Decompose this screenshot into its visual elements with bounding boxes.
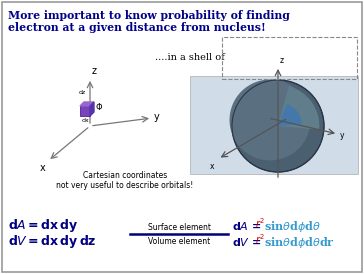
Text: $r^2$: $r^2$ <box>255 232 265 246</box>
Bar <box>80 106 90 116</box>
Text: dz: dz <box>78 90 86 95</box>
Text: More important to know probability of finding: More important to know probability of fi… <box>8 10 290 21</box>
Text: $\mathbf{d}$$\mathit{V}$$\mathbf{=dx\,dy\,dz}$: $\mathbf{d}$$\mathit{V}$$\mathbf{=dx\,dy… <box>8 233 96 250</box>
Wedge shape <box>278 104 302 126</box>
Text: Volume element: Volume element <box>148 238 210 247</box>
Circle shape <box>230 79 310 161</box>
Text: $\mathbf{d}\mathit{V}$ =: $\mathbf{d}\mathit{V}$ = <box>232 236 263 248</box>
Text: not very useful to describe orbitals!: not very useful to describe orbitals! <box>56 181 194 190</box>
Text: $r^2$: $r^2$ <box>255 216 265 230</box>
Polygon shape <box>80 102 94 106</box>
Text: electron at a given distance from nucleus!: electron at a given distance from nucleu… <box>8 22 266 33</box>
Bar <box>222 37 357 79</box>
Text: Surface element: Surface element <box>147 224 210 233</box>
Text: x: x <box>210 162 214 171</box>
Text: dx: dx <box>81 118 89 123</box>
Text: y: y <box>154 112 160 122</box>
Text: sin$\theta$d$\phi$d$\theta$: sin$\theta$d$\phi$d$\theta$ <box>264 218 321 233</box>
Text: Cartesian coordinates: Cartesian coordinates <box>83 172 167 181</box>
Text: Φ: Φ <box>96 104 103 113</box>
Circle shape <box>232 80 324 172</box>
Text: z: z <box>280 56 284 65</box>
Text: $\mathbf{d}\mathit{A}$ =: $\mathbf{d}\mathit{A}$ = <box>232 220 263 232</box>
Text: $\mathbf{d}$$\mathit{A}$$\mathbf{=dx\,dy}$: $\mathbf{d}$$\mathit{A}$$\mathbf{=dx\,dy… <box>8 218 79 235</box>
Text: ....in a shell of: ....in a shell of <box>155 53 225 62</box>
Text: z: z <box>92 66 97 76</box>
Text: sin$\theta$d$\phi$d$\theta$dr: sin$\theta$d$\phi$d$\theta$dr <box>264 235 335 250</box>
Text: x: x <box>39 163 45 173</box>
Polygon shape <box>90 102 94 116</box>
Text: y: y <box>340 132 344 141</box>
Wedge shape <box>278 86 319 130</box>
Bar <box>190 76 358 174</box>
